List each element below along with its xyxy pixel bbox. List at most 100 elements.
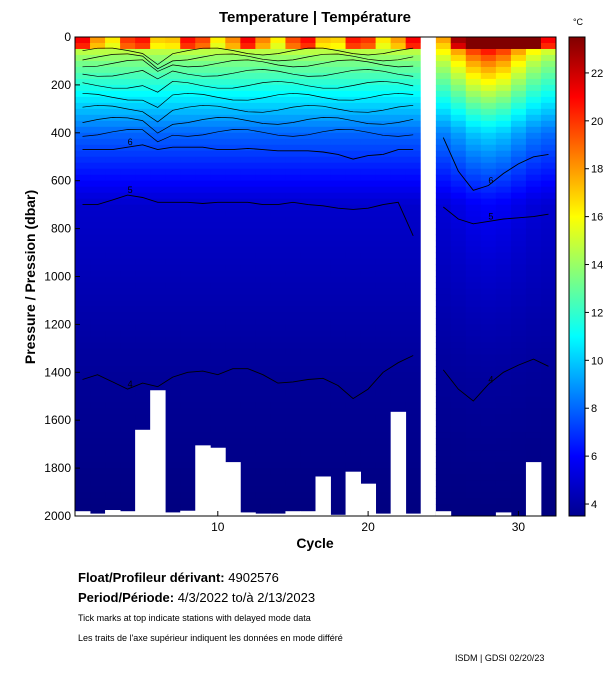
temperature-cell <box>525 144 542 152</box>
temperature-cell <box>375 174 392 182</box>
temperature-cell <box>390 264 407 272</box>
temperature-cell <box>345 354 362 361</box>
temperature-cell <box>105 78 121 86</box>
temperature-cell <box>540 282 556 290</box>
temperature-cell <box>375 438 392 445</box>
temperature-cell <box>525 390 542 397</box>
temperature-cell <box>375 102 392 110</box>
temperature-cell <box>300 156 317 164</box>
temperature-cell <box>465 72 482 80</box>
temperature-cell <box>480 246 497 254</box>
temperature-cell <box>240 132 256 140</box>
temperature-cell <box>105 474 121 481</box>
temperature-cell <box>375 504 392 511</box>
temperature-cell <box>300 456 317 463</box>
temperature-cell <box>330 222 347 230</box>
colorbar-tick-label: 14 <box>591 260 603 272</box>
temperature-cell <box>480 366 497 373</box>
temperature-cell <box>180 408 196 415</box>
temperature-cell <box>315 198 332 206</box>
temperature-cell <box>315 132 332 140</box>
temperature-cell <box>270 204 287 212</box>
temperature-cell <box>525 438 542 445</box>
temperature-cell <box>180 114 196 122</box>
temperature-cell <box>540 486 556 493</box>
temperature-cell <box>195 60 211 68</box>
temperature-cell <box>390 150 407 158</box>
temperature-cell <box>105 390 121 397</box>
temperature-cell <box>510 276 527 284</box>
temperature-cell <box>195 372 211 379</box>
temperature-cell <box>345 90 362 98</box>
temperature-cell <box>525 90 542 98</box>
temperature-cell <box>300 60 317 68</box>
temperature-cell <box>375 498 392 505</box>
temperature-cell <box>330 456 347 463</box>
temperature-cell <box>210 252 226 260</box>
temperature-cell <box>285 474 302 481</box>
temperature-cell <box>285 300 302 308</box>
temperature-cell <box>435 456 452 463</box>
temperature-cell <box>510 492 527 499</box>
temperature-cell <box>480 402 497 409</box>
temperature-cell <box>300 90 317 98</box>
temperature-cell <box>120 198 136 206</box>
temperature-cell <box>375 510 392 516</box>
temperature-cell <box>105 492 121 499</box>
temperature-cell <box>150 378 166 385</box>
temperature-cell <box>75 390 91 397</box>
temperature-cell <box>240 288 256 296</box>
temperature-cell <box>435 312 452 320</box>
temperature-cell <box>270 180 287 188</box>
temperature-cell <box>300 168 317 176</box>
temperature-cell <box>435 450 452 457</box>
temperature-cell <box>90 114 106 122</box>
temperature-cell <box>375 426 392 433</box>
temperature-cell <box>180 264 196 272</box>
temperature-cell <box>450 486 467 493</box>
temperature-cell <box>360 84 377 92</box>
temperature-cell <box>495 474 512 481</box>
temperature-cell <box>105 234 121 242</box>
temperature-cell <box>540 300 556 308</box>
temperature-cell <box>465 384 482 391</box>
temperature-cell <box>90 300 106 308</box>
temperature-cell <box>195 258 211 266</box>
temperature-cell <box>225 372 241 379</box>
temperature-cell <box>195 216 211 224</box>
temperature-cell <box>480 72 497 80</box>
temperature-cell <box>465 222 482 230</box>
temperature-cell <box>255 396 272 403</box>
no-data-mask <box>435 511 452 516</box>
temperature-cell <box>90 198 106 206</box>
temperature-cell <box>90 456 106 463</box>
temperature-cell <box>105 252 121 260</box>
temperature-cell <box>90 438 106 445</box>
temperature-cell <box>75 498 91 505</box>
temperature-cell <box>345 462 362 469</box>
temperature-cell <box>300 240 317 248</box>
temperature-cell <box>135 174 151 182</box>
temperature-cell <box>75 414 91 421</box>
temperature-cell <box>375 288 392 296</box>
temperature-cell <box>210 114 226 122</box>
temperature-cell <box>480 456 497 463</box>
temperature-cell <box>285 162 302 170</box>
temperature-cell <box>495 174 512 182</box>
temperature-cell <box>495 48 512 56</box>
temperature-cell <box>180 138 196 146</box>
temperature-cell <box>465 150 482 158</box>
temperature-cell <box>345 378 362 385</box>
temperature-cell <box>450 342 467 349</box>
temperature-cell <box>465 54 482 62</box>
temperature-cell <box>375 42 392 50</box>
temperature-cell <box>195 300 211 308</box>
temperature-cell <box>240 252 256 260</box>
temperature-cell <box>165 78 181 86</box>
temperature-cell <box>240 84 256 92</box>
temperature-cell <box>300 264 317 272</box>
temperature-cell <box>210 282 226 290</box>
temperature-cell <box>525 420 542 427</box>
temperature-cell <box>480 198 497 206</box>
temperature-cell <box>405 114 422 122</box>
